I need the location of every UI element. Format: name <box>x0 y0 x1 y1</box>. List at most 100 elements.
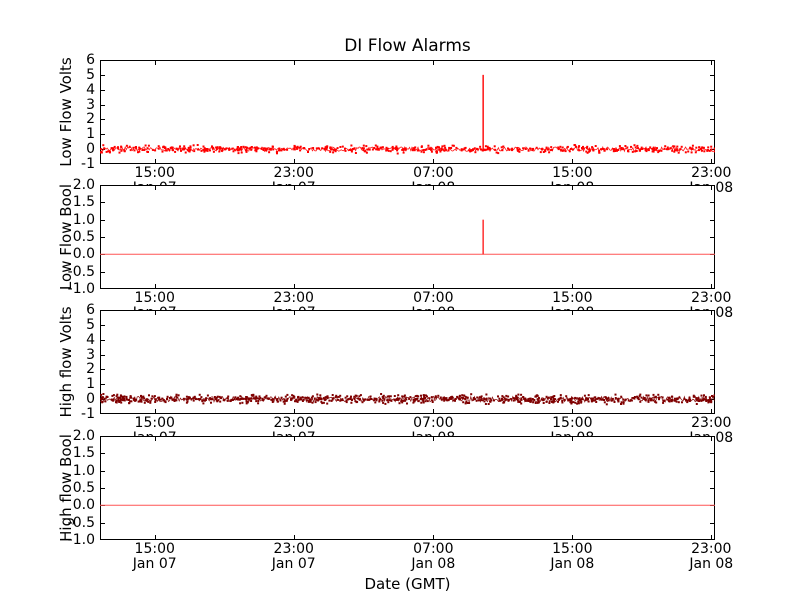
signal-marker <box>246 400 249 403</box>
signal-marker <box>540 398 543 401</box>
x-tick-time-label: 15:00 <box>552 165 593 181</box>
signal-marker <box>382 396 385 399</box>
signal-marker <box>650 398 653 401</box>
signal-marker <box>435 151 438 154</box>
signal-marker <box>570 402 573 405</box>
y-tick-label: 2 <box>86 111 95 128</box>
axes-low-flow-volts <box>100 60 715 164</box>
signal-marker <box>100 148 103 151</box>
signal-marker <box>325 147 328 150</box>
signal-marker <box>480 148 483 151</box>
signal-marker <box>299 145 302 148</box>
signal-marker <box>577 400 580 403</box>
signal-marker <box>523 398 526 400</box>
signal-marker <box>382 401 385 404</box>
signal-marker <box>713 394 715 397</box>
signal-marker <box>362 399 365 402</box>
signal-marker <box>647 400 650 403</box>
signal-marker <box>301 396 304 399</box>
signal-marker <box>557 146 560 149</box>
signal-marker <box>484 403 487 405</box>
signal-marker <box>159 398 162 401</box>
signal-marker <box>479 145 482 148</box>
signal-marker <box>244 146 247 149</box>
signal-marker <box>381 146 384 149</box>
signal-marker <box>329 146 332 149</box>
signal-marker <box>493 399 495 402</box>
signal-marker <box>318 396 321 399</box>
signal-marker <box>169 146 172 149</box>
signal-marker <box>237 149 240 152</box>
signal-marker <box>307 396 310 399</box>
signal-marker <box>376 145 379 148</box>
signal-marker <box>204 398 207 401</box>
signal-marker <box>236 148 239 150</box>
signal-marker <box>686 401 689 404</box>
signal-marker <box>221 149 224 152</box>
signal-marker <box>568 150 571 153</box>
signal-marker <box>204 148 206 151</box>
signal-marker <box>611 398 614 401</box>
signal-marker <box>101 396 104 399</box>
signal-marker <box>149 400 152 403</box>
signal-marker <box>557 398 560 401</box>
signal-marker <box>138 400 141 403</box>
signal-marker <box>278 147 281 150</box>
signal-marker <box>692 395 695 398</box>
signal-marker <box>255 400 258 403</box>
signal-marker <box>402 151 405 154</box>
signal-marker <box>466 396 469 399</box>
signal-marker <box>248 398 251 401</box>
signal-marker <box>501 397 503 400</box>
signal-marker <box>484 145 487 148</box>
signal-marker <box>419 397 422 400</box>
signal-marker <box>395 148 398 150</box>
signal-marker <box>431 399 434 402</box>
signal-marker <box>420 394 422 397</box>
y-tick-label: -0.5 <box>67 514 95 531</box>
signal-marker <box>515 396 518 399</box>
signal-marker <box>110 147 113 150</box>
signal-marker <box>218 395 221 398</box>
signal-marker <box>299 397 302 400</box>
y-tick-label: 1.0 <box>72 462 95 479</box>
signal-marker <box>644 399 647 401</box>
signal-marker <box>561 146 564 149</box>
signal-marker <box>283 400 286 403</box>
signal-marker <box>662 401 665 404</box>
signal-marker <box>644 147 647 150</box>
signal-marker <box>654 400 657 403</box>
signal-marker <box>427 144 430 147</box>
signal-marker <box>115 395 118 398</box>
signal-marker <box>436 151 438 153</box>
signal-marker <box>507 395 510 398</box>
signal-marker <box>350 149 353 152</box>
signal-marker <box>516 147 519 150</box>
signal-marker <box>444 148 447 151</box>
signal-marker <box>520 402 523 405</box>
signal-marker <box>101 396 104 399</box>
x-tick-date-label: Jan 08 <box>689 556 734 572</box>
signal-marker <box>140 396 143 399</box>
signal-marker <box>569 401 572 404</box>
signal-marker <box>187 149 190 152</box>
signal-marker <box>708 399 711 402</box>
signal-marker <box>707 401 710 404</box>
signal-marker <box>184 151 187 154</box>
signal-marker <box>334 148 337 151</box>
signal-marker <box>547 396 550 399</box>
signal-marker <box>192 397 195 400</box>
signal-marker <box>294 400 296 403</box>
signal-marker <box>713 147 715 150</box>
signal-marker <box>112 399 115 402</box>
signal-marker <box>175 395 178 398</box>
signal-marker <box>175 393 178 396</box>
signal-marker <box>648 397 651 400</box>
signal-marker <box>396 152 399 155</box>
signal-marker <box>188 150 191 153</box>
signal-marker <box>607 399 610 402</box>
signal-marker <box>577 402 580 405</box>
signal-marker <box>402 148 405 151</box>
signal-marker <box>192 396 195 399</box>
signal-marker <box>437 394 440 397</box>
